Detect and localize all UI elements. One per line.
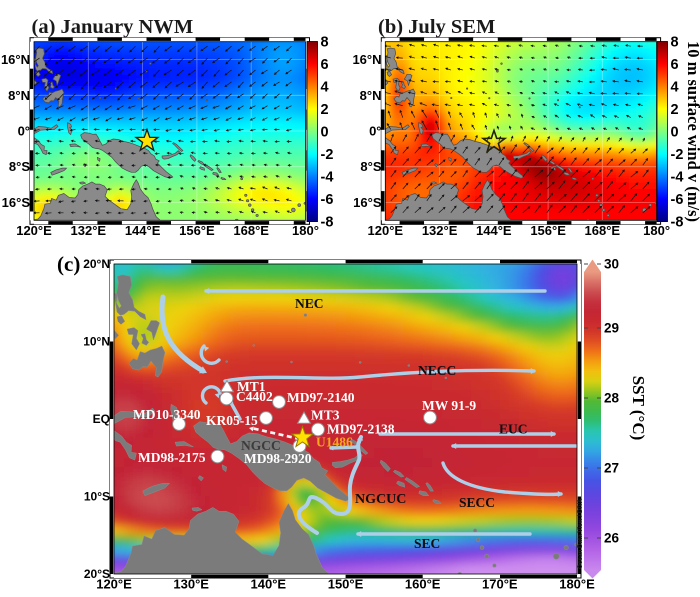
svg-text:170°E: 170°E xyxy=(482,577,518,592)
svg-text:30: 30 xyxy=(604,257,619,272)
svg-text:-2: -2 xyxy=(321,147,334,163)
svg-text:8: 8 xyxy=(671,35,679,51)
svg-text:120°E: 120°E xyxy=(96,577,132,592)
svg-text:EUC: EUC xyxy=(499,422,528,437)
svg-text:168°E: 168°E xyxy=(233,223,269,238)
svg-text:SST (°C): SST (°C) xyxy=(629,376,648,441)
svg-text:NECC: NECC xyxy=(418,363,456,378)
svg-text:26: 26 xyxy=(604,531,620,546)
svg-text:16°S: 16°S xyxy=(2,195,31,210)
svg-text:6: 6 xyxy=(321,57,329,73)
svg-text:MW 91-9: MW 91-9 xyxy=(422,398,476,413)
svg-text:160°E: 160°E xyxy=(405,577,441,592)
svg-text:0°: 0° xyxy=(369,124,381,139)
svg-text:SEC: SEC xyxy=(414,536,440,551)
svg-text:144°E: 144°E xyxy=(125,223,161,238)
svg-text:(c): (c) xyxy=(57,252,80,276)
svg-text:8°S: 8°S xyxy=(360,159,381,174)
svg-text:16°S: 16°S xyxy=(353,195,382,210)
svg-text:29: 29 xyxy=(604,321,619,336)
svg-text:SECC: SECC xyxy=(459,495,495,510)
svg-text:130°E: 130°E xyxy=(173,577,209,592)
svg-text:120°E: 120°E xyxy=(16,223,52,238)
svg-text:8°N: 8°N xyxy=(8,88,30,103)
svg-text:168°E: 168°E xyxy=(585,223,621,238)
svg-text:-8: -8 xyxy=(671,215,684,231)
svg-text:180°E: 180°E xyxy=(559,577,595,592)
svg-text:-4: -4 xyxy=(671,170,684,186)
svg-text:-4: -4 xyxy=(321,170,334,186)
svg-text:28: 28 xyxy=(604,391,620,406)
svg-text:-2: -2 xyxy=(671,147,684,163)
svg-text:132°E: 132°E xyxy=(422,223,458,238)
svg-text:180°: 180° xyxy=(292,223,319,238)
svg-text:144°E: 144°E xyxy=(476,223,512,238)
svg-text:120°E: 120°E xyxy=(368,223,404,238)
svg-text:132°E: 132°E xyxy=(71,223,107,238)
svg-text:(a) January NWM: (a) January NWM xyxy=(32,16,194,38)
svg-text:0: 0 xyxy=(321,125,329,141)
svg-text:-6: -6 xyxy=(671,192,684,208)
svg-text:0: 0 xyxy=(671,125,679,141)
svg-text:(b) July SEM: (b) July SEM xyxy=(378,16,495,38)
svg-text:8°N: 8°N xyxy=(360,88,382,103)
svg-text:NGCC: NGCC xyxy=(241,438,281,453)
svg-text:156°E: 156°E xyxy=(530,223,566,238)
svg-text:-6: -6 xyxy=(321,192,334,208)
svg-text:MD98-2920: MD98-2920 xyxy=(244,451,312,466)
svg-text:U1486: U1486 xyxy=(316,435,353,450)
svg-text:150°E: 150°E xyxy=(328,577,364,592)
svg-text:10°N: 10°N xyxy=(83,335,110,349)
svg-text:2: 2 xyxy=(671,102,679,118)
svg-text:MT1: MT1 xyxy=(237,379,266,394)
svg-text:4: 4 xyxy=(671,80,679,96)
svg-text:C4402: C4402 xyxy=(236,389,273,404)
svg-text:8: 8 xyxy=(321,35,329,51)
svg-text:156°E: 156°E xyxy=(179,223,215,238)
svg-text:KR05-15: KR05-15 xyxy=(206,413,258,428)
svg-text:NGCUC: NGCUC xyxy=(355,492,406,507)
svg-text:-8: -8 xyxy=(321,215,334,231)
svg-text:180°: 180° xyxy=(643,223,670,238)
svg-text:10 m surface wind v (m/s): 10 m surface wind v (m/s) xyxy=(684,41,700,222)
svg-text:MD97-2138: MD97-2138 xyxy=(327,422,395,437)
svg-text:0°: 0° xyxy=(18,124,30,139)
svg-text:Ocean Data View / DIVA: Ocean Data View / DIVA xyxy=(577,498,584,569)
svg-text:2: 2 xyxy=(321,102,329,118)
svg-text:27: 27 xyxy=(604,461,619,476)
svg-text:MD97-2140: MD97-2140 xyxy=(287,390,355,405)
svg-text:MD98-2175: MD98-2175 xyxy=(138,450,206,465)
svg-text:4: 4 xyxy=(321,80,329,96)
svg-text:20°N: 20°N xyxy=(83,257,110,271)
svg-text:16°N: 16°N xyxy=(1,52,30,67)
svg-text:140°E: 140°E xyxy=(251,577,287,592)
svg-text:NEC: NEC xyxy=(295,296,324,311)
svg-text:8°S: 8°S xyxy=(9,159,30,174)
svg-text:6: 6 xyxy=(671,57,679,73)
svg-text:MT3: MT3 xyxy=(311,408,340,423)
svg-text:EQ: EQ xyxy=(93,412,110,426)
svg-text:20°S: 20°S xyxy=(84,567,110,581)
svg-text:10°S: 10°S xyxy=(84,490,110,504)
svg-text:16°N: 16°N xyxy=(352,52,381,67)
svg-text:MD10-3340: MD10-3340 xyxy=(133,407,201,422)
